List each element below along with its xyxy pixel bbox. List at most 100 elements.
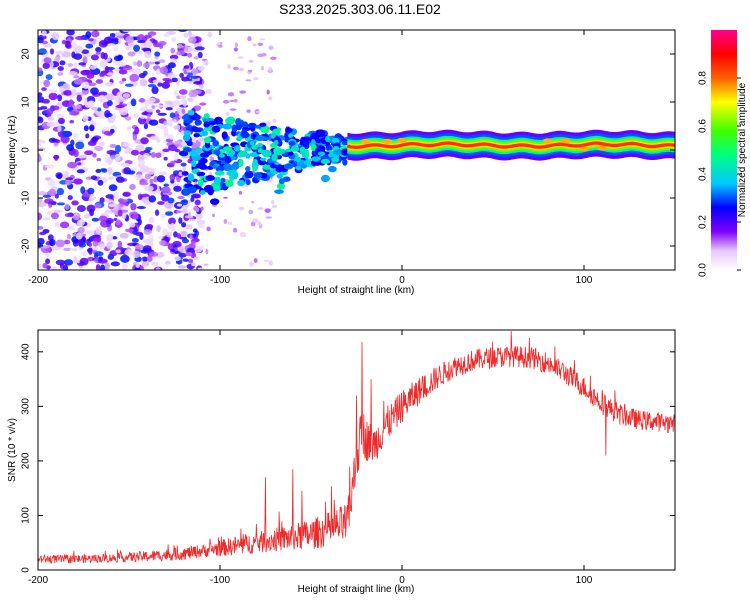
spectrogram-cell [73, 75, 80, 79]
spectrogram-cell [54, 139, 61, 144]
spectrogram-cell [158, 43, 164, 49]
spectrogram-cell [147, 31, 157, 36]
snr-y-axis-label: SNR (10 * v/v) [7, 418, 18, 482]
spectrogram-cell [199, 102, 207, 106]
spectrogram-cell [200, 206, 204, 211]
spectrogram-cell [259, 157, 267, 162]
spectrogram-cell [80, 186, 86, 194]
spectrogram-cell [99, 243, 106, 250]
spectrogram-cell [43, 57, 52, 64]
spectrogram-cell [194, 46, 205, 51]
spectrogram-cell [105, 93, 114, 101]
spectrogram-cell [76, 94, 82, 102]
spectrogram-cell [54, 193, 59, 199]
x-tick-label: -200 [28, 575, 48, 586]
spectrogram-cell [87, 242, 93, 247]
spectrogram-cell [42, 62, 50, 69]
spectrogram-cell [138, 159, 145, 166]
spectrogram-cell [222, 163, 233, 172]
spectrogram-cell [64, 213, 71, 218]
spectrogram-cell [38, 48, 47, 55]
spectrogram-cell [73, 149, 79, 158]
y-tick-label: 300 [21, 398, 32, 415]
colorbar-tick-label: 0.6 [698, 119, 709, 133]
spectrogram-cell [187, 173, 195, 182]
spectrogram-cell [235, 123, 242, 131]
spectrogram-cell [113, 55, 123, 62]
spectrogram-cell [156, 175, 166, 183]
spectrogram-y-axis-label: Frequency (Hz) [7, 116, 18, 185]
spectrogram-cell [213, 177, 222, 185]
spectrogram-cell [111, 113, 116, 121]
spectrogram-cell [78, 242, 87, 248]
spectrogram-cell [132, 250, 141, 258]
spectrogram-cell [122, 142, 130, 148]
spectrogram-cell [233, 98, 238, 103]
spectrogram-cell [139, 78, 148, 87]
spectrogram-cell [203, 113, 210, 119]
spectrogram-cell [77, 226, 85, 234]
spectrogram-cell [56, 202, 66, 206]
spectrogram-cell [62, 264, 69, 270]
spectrogram-cell [167, 72, 176, 79]
spectrogram-cell [87, 82, 97, 87]
spectrogram-cell [106, 149, 117, 155]
spectrogram-cell [182, 258, 189, 262]
spectrogram-cell [333, 154, 340, 159]
spectrogram-cell [177, 195, 185, 200]
spectrogram-cell [38, 116, 44, 124]
spectrogram-cell [246, 109, 251, 113]
spectrogram-cell [91, 217, 100, 222]
spectrogram-cell [63, 90, 73, 96]
spectrogram-cell [151, 261, 159, 266]
spectrogram-cell [57, 94, 63, 102]
spectrogram-cell [181, 76, 190, 82]
spectrogram-cell [187, 110, 195, 116]
spectrogram-cell [207, 31, 213, 38]
spectrogram-cell [146, 255, 153, 262]
spectrogram-blobs [38, 30, 352, 270]
spectrogram-cell [252, 218, 259, 223]
spectrogram-cell [112, 96, 118, 101]
spectrogram-cell [168, 134, 174, 140]
spectrogram-cell [155, 109, 161, 114]
spectrogram-cell [261, 52, 267, 57]
spectrogram-cell [45, 74, 53, 80]
spectrogram-cell [184, 215, 194, 219]
spectrogram-cell [81, 49, 90, 54]
spectrogram-cell [104, 66, 109, 74]
spectrogram-cell [181, 108, 185, 115]
spectrogram-cell [41, 30, 47, 37]
spectrogram-cell [75, 232, 83, 240]
spectrogram-x-axis-label: Height of straight line (km) [298, 285, 415, 296]
spectrogram-cell [196, 171, 203, 177]
spectrogram-cell [245, 79, 252, 82]
spectrogram-cell [55, 239, 65, 248]
spectrogram-cell [107, 100, 113, 107]
spectrogram-cell [115, 144, 122, 153]
spectrogram-cell [149, 178, 154, 185]
snr-series-line [38, 331, 675, 564]
spectrogram-cell [117, 198, 124, 203]
spectrogram-cell [238, 67, 244, 72]
spectrogram-cell [90, 175, 98, 180]
spectrogram-cell [92, 152, 97, 158]
spectrogram-cell [178, 89, 188, 95]
spectrogram-cell [299, 146, 306, 155]
spectrogram-cell [138, 98, 146, 103]
spectrogram-cell [88, 247, 93, 255]
spectrogram-cell [109, 143, 117, 149]
spectrogram-cell [124, 249, 133, 256]
spectrogram-cell [97, 179, 104, 186]
x-tick-label: -100 [210, 575, 230, 586]
y-tick-label: 10 [21, 96, 32, 108]
spectrogram-cell [158, 125, 168, 129]
spectrogram-cell [135, 262, 140, 269]
spectrogram-cell [148, 195, 157, 203]
spectrogram-cell [176, 233, 182, 239]
spectrogram-cell [95, 226, 102, 235]
spectrogram-cell [215, 165, 225, 172]
spectrogram-cell [87, 140, 97, 146]
spectrogram-cell [161, 81, 171, 89]
spectrogram-cell [90, 246, 99, 251]
